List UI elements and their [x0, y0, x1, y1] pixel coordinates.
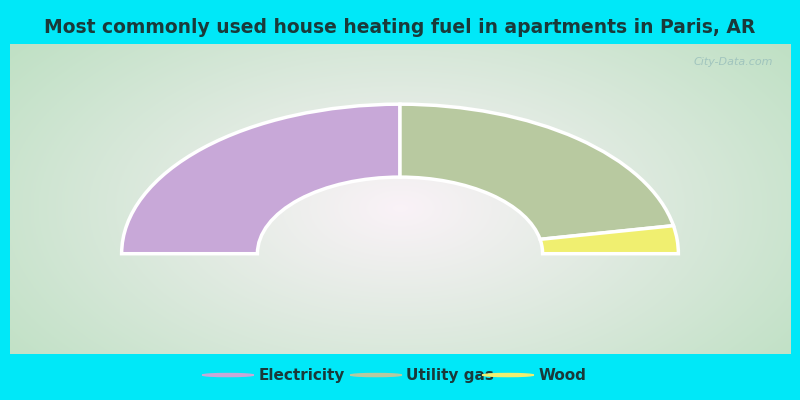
Circle shape [202, 374, 254, 376]
Text: Utility gas: Utility gas [406, 368, 494, 382]
Circle shape [482, 374, 534, 376]
Text: Most commonly used house heating fuel in apartments in Paris, AR: Most commonly used house heating fuel in… [44, 18, 756, 37]
Text: Electricity: Electricity [258, 368, 345, 382]
Wedge shape [540, 226, 678, 254]
Circle shape [350, 374, 402, 376]
Text: Wood: Wood [538, 368, 586, 382]
Wedge shape [400, 104, 674, 239]
Wedge shape [122, 104, 400, 254]
Text: City-Data.com: City-Data.com [694, 57, 774, 67]
